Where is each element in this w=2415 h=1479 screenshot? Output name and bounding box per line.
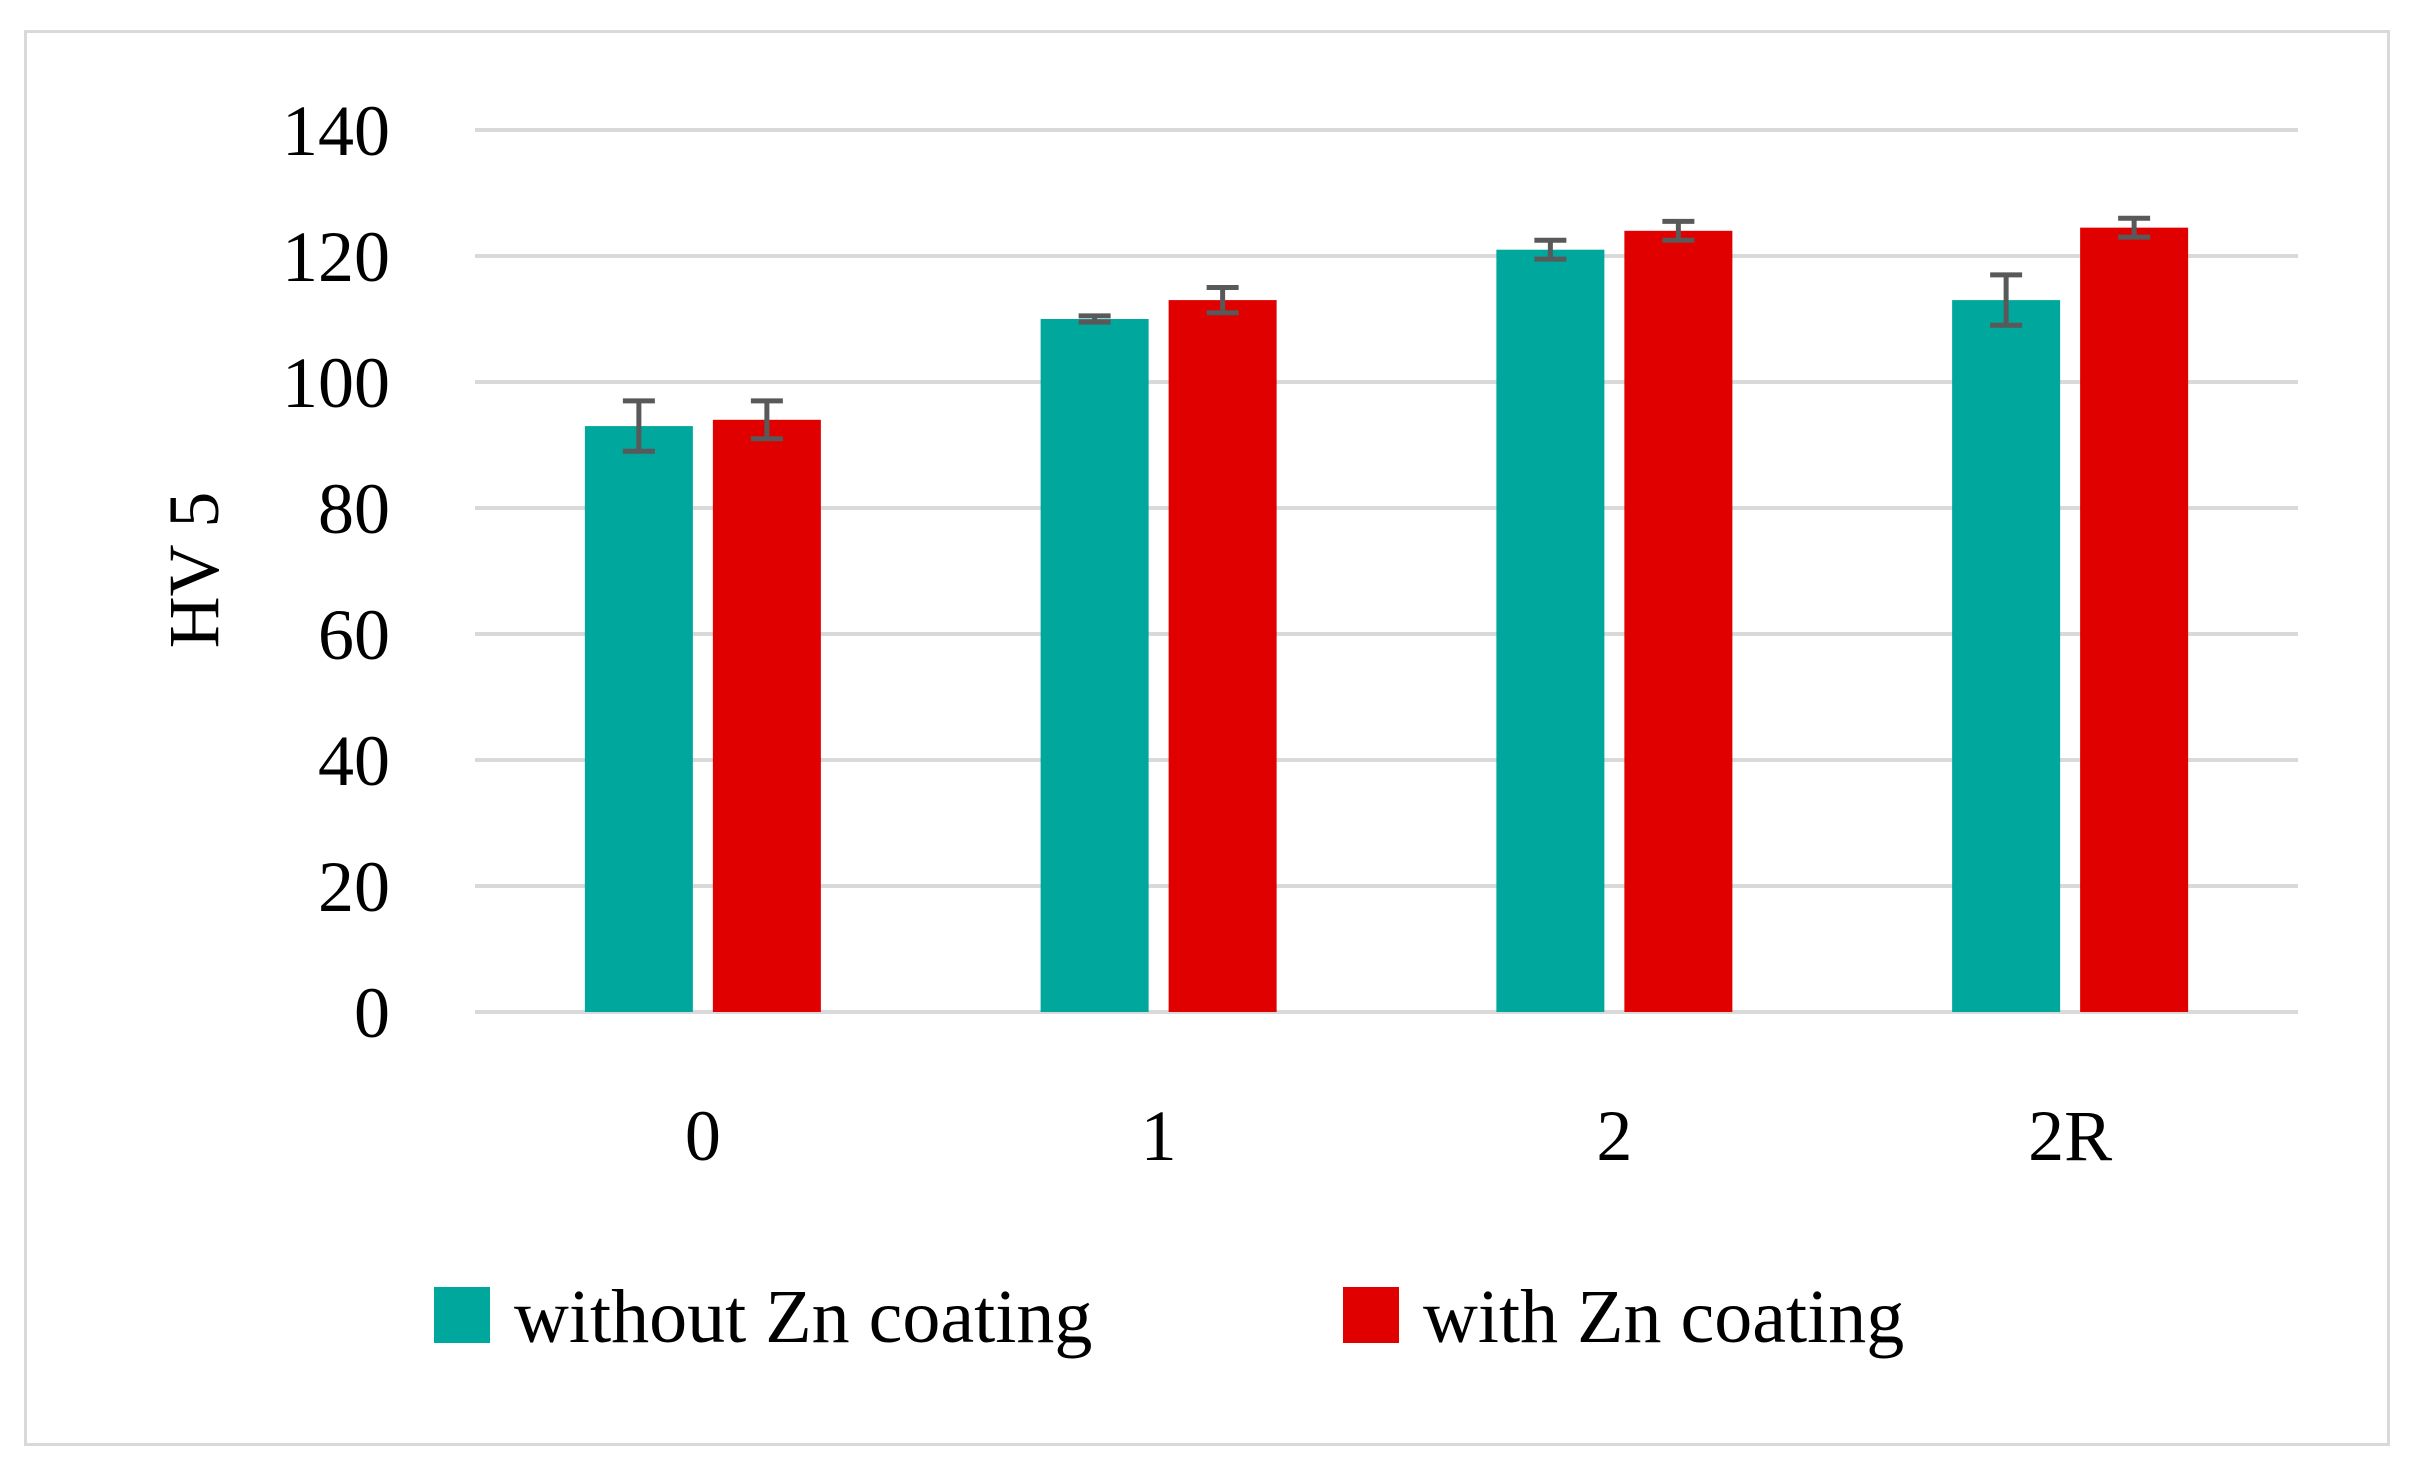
error-bar <box>1662 218 1695 243</box>
legend-item: with Zn coating <box>1343 1275 1904 1359</box>
legend-swatch <box>1343 1287 1399 1343</box>
y-tick-label: 140 <box>282 91 390 171</box>
bar <box>2080 227 2189 1012</box>
error-bar <box>1990 272 2023 328</box>
x-axis-ticks: 0 1 2 2R <box>685 1096 2112 1176</box>
legend-item: without Zn coating <box>434 1275 1092 1359</box>
bar <box>1040 319 1149 1012</box>
error-bar <box>1206 285 1239 316</box>
y-tick-label: 0 <box>354 973 390 1053</box>
y-axis-ticks: 0 20 40 60 80 100 120 140 <box>282 91 390 1053</box>
bar <box>1168 300 1277 1013</box>
bar <box>1624 230 1733 1013</box>
y-tick-label: 40 <box>318 721 390 801</box>
bars <box>584 227 2189 1013</box>
y-tick-label: 60 <box>318 595 390 675</box>
bar <box>712 419 821 1012</box>
legend: without Zn coating with Zn coating <box>434 1275 1904 1359</box>
y-tick-label: 100 <box>282 343 390 423</box>
y-axis-title: HV 5 <box>154 492 234 649</box>
bar <box>1952 300 2061 1013</box>
error-bars <box>622 215 2151 454</box>
x-tick-label: 2 <box>1596 1096 1632 1176</box>
x-tick-label: 0 <box>685 1096 721 1176</box>
error-bar <box>2118 215 2151 240</box>
error-bar <box>750 398 783 442</box>
error-bar <box>622 398 655 454</box>
legend-label: without Zn coating <box>514 1275 1092 1359</box>
error-bar <box>1534 237 1567 262</box>
y-tick-label: 120 <box>282 217 390 297</box>
y-tick-label: 80 <box>318 469 390 549</box>
x-tick-label: 2R <box>2028 1096 2112 1176</box>
legend-label: with Zn coating <box>1423 1275 1904 1359</box>
error-bar <box>1078 313 1111 325</box>
bar <box>584 426 693 1013</box>
legend-swatch <box>434 1287 490 1343</box>
x-tick-label: 1 <box>1141 1096 1177 1176</box>
bar <box>1496 249 1605 1012</box>
y-tick-label: 20 <box>318 847 390 927</box>
